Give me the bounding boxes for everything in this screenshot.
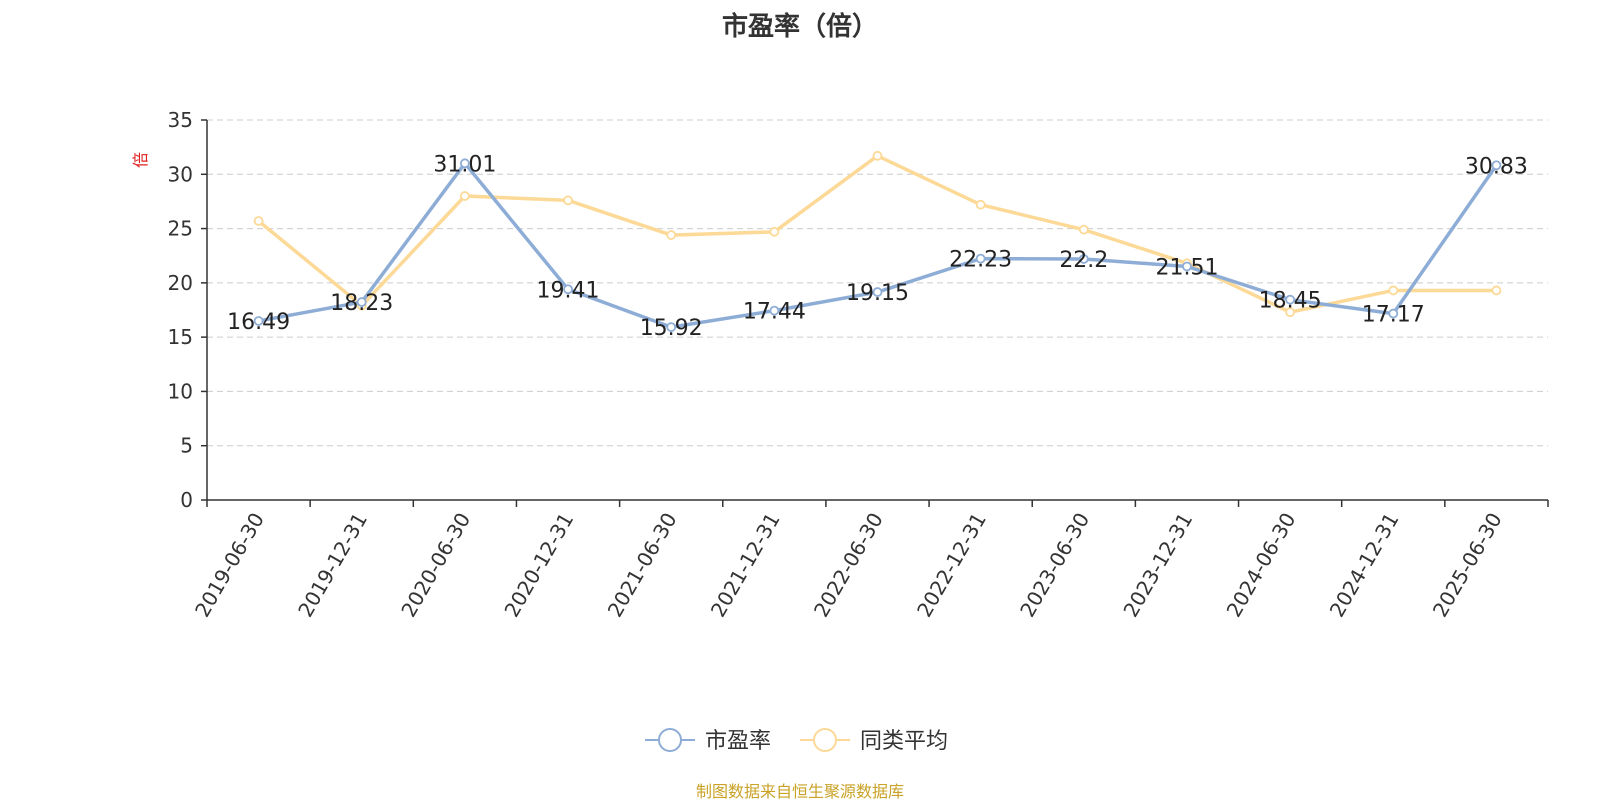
data-label: 31.01	[433, 152, 496, 177]
x-tick-label: 2021-06-30	[603, 509, 682, 622]
data-point-0	[1388, 308, 1399, 319]
y-tick-label: 20	[168, 271, 193, 295]
y-axis-unit: 倍	[131, 152, 150, 168]
data-label: 30.83	[1465, 154, 1528, 179]
data-label: 19.15	[846, 281, 909, 306]
data-point-0	[253, 316, 264, 326]
data-label: 18.45	[1259, 289, 1322, 314]
x-tick-label: 2024-12-31	[1325, 509, 1404, 622]
y-tick-label: 5	[180, 434, 193, 458]
data-point-0	[563, 284, 573, 295]
data-point-1	[1285, 307, 1296, 318]
data-point-0	[1285, 294, 1296, 305]
data-label: 21.51	[1155, 255, 1218, 280]
data-point-0	[666, 322, 677, 333]
data-label: 16.49	[227, 310, 290, 335]
data-point-1	[769, 226, 780, 237]
x-tick-label: 2024-06-30	[1222, 509, 1301, 622]
data-point-1	[563, 195, 573, 206]
data-point-0	[872, 287, 883, 297]
legend: 市盈率 同类平均	[645, 728, 948, 754]
data-point-1	[253, 216, 264, 226]
x-tick-label: 2023-12-31	[1118, 509, 1197, 622]
y-tick-label: 15	[168, 325, 193, 349]
axes: 0 5 10 15 20 25 30 35 2019-06-30 2019-12-31 2020-0…	[168, 108, 1549, 622]
data-point-1	[1491, 285, 1502, 296]
data-point-1	[459, 191, 470, 201]
series-lines	[253, 150, 1502, 333]
data-point-1	[975, 199, 986, 210]
x-tick-label: 2023-06-30	[1015, 509, 1094, 622]
data-point-1	[1078, 224, 1089, 235]
source-note: 制图数据来自恒生聚源数据库	[695, 782, 904, 801]
data-label: 22.2	[1059, 248, 1108, 273]
data-labels: 16.4918.2331.0119.4115.9217.4419.1522.23…	[227, 152, 1528, 341]
data-point-0	[1182, 261, 1192, 272]
data-label: 17.17	[1362, 303, 1425, 328]
x-tick-label: 2019-12-31	[293, 509, 372, 622]
data-point-1	[872, 150, 883, 161]
x-tick-label: 2021-12-31	[706, 509, 785, 622]
x-tick-label: 2019-06-30	[190, 509, 269, 622]
y-tick-label: 35	[168, 108, 193, 132]
y-tick-label: 0	[180, 488, 193, 512]
data-point-1	[666, 230, 677, 240]
x-tick-label: 2022-06-30	[809, 509, 888, 622]
legend-label: 市盈率	[705, 729, 771, 754]
legend-marker	[813, 728, 837, 752]
legend-label: 同类平均	[860, 729, 948, 754]
chart-title: 市盈率（倍）	[721, 12, 878, 42]
data-label: 19.41	[537, 278, 600, 303]
x-tick-label: 2025-06-30	[1428, 509, 1507, 622]
data-point-0	[459, 158, 470, 169]
x-tick-label: 2020-12-31	[499, 509, 578, 622]
y-tick-label: 25	[168, 217, 193, 241]
data-point-0	[769, 305, 780, 316]
data-label: 17.44	[743, 300, 806, 325]
x-tick-label: 2020-06-30	[396, 509, 475, 622]
data-point-0	[1491, 160, 1502, 171]
data-label: 18.23	[330, 291, 393, 316]
y-tick-label: 30	[168, 162, 193, 186]
x-tick-label: 2022-12-31	[912, 508, 991, 621]
data-label: 15.92	[640, 316, 703, 341]
data-point-0	[356, 297, 367, 307]
data-point-0	[1078, 254, 1089, 264]
data-point-1	[1388, 285, 1399, 296]
legend-marker	[658, 728, 682, 752]
data-point-0	[975, 253, 986, 264]
data-label: 22.23	[949, 248, 1012, 273]
grid-lines	[207, 119, 1548, 447]
y-tick-label: 10	[168, 379, 193, 403]
